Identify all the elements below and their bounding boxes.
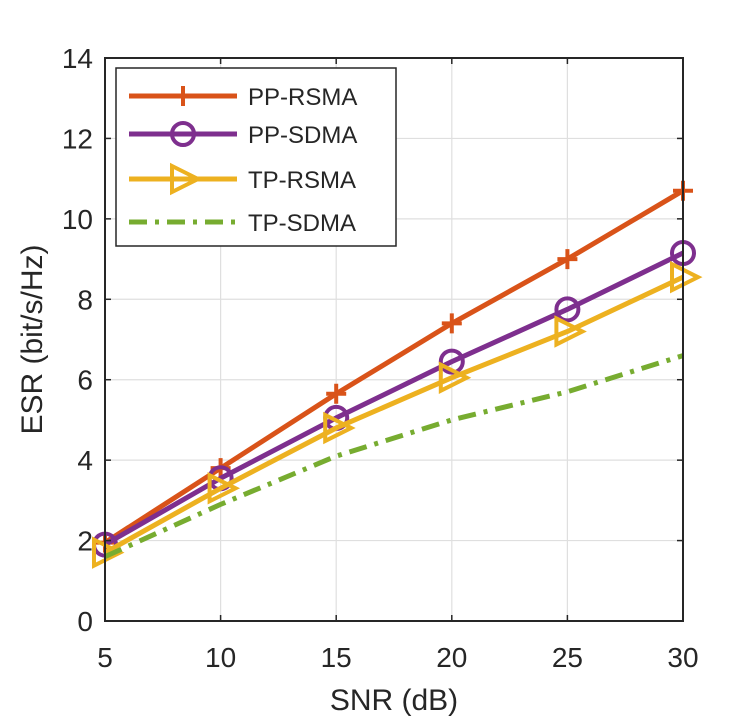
- data-point-pp-sdma: [554, 296, 581, 323]
- y-tick-label: 14: [62, 43, 93, 74]
- x-axis-label: SNR (dB): [330, 684, 458, 717]
- data-point-tp-rsma: [323, 411, 356, 445]
- ticks: 5 10 15 20 25 30 0 2 4 6 8 10 12 14: [62, 43, 699, 673]
- data-point-pp-sdma: [438, 348, 465, 375]
- x-tick-label: 10: [205, 642, 236, 673]
- legend-label-pp-sdma: PP-SDMA: [248, 122, 357, 149]
- series-tp-sdma: [103, 353, 684, 559]
- series-line-tp-rsma: [103, 274, 685, 555]
- legend-marker-pp-rsma: [173, 86, 193, 106]
- series-line-pp-rsma: [103, 188, 685, 545]
- y-tick-label: 6: [77, 365, 93, 396]
- legend-marker-tp-rsma: [170, 162, 203, 196]
- series-line-pp-sdma: [103, 250, 685, 547]
- y-tick-label: 0: [77, 606, 93, 637]
- data-point-pp-rsma: [557, 249, 578, 270]
- data-point-tp-rsma: [554, 315, 587, 348]
- data-point-pp-rsma: [326, 383, 347, 404]
- data-point-tp-rsma: [207, 472, 241, 505]
- y-tick-label: 8: [77, 284, 93, 315]
- plot-frame: [104, 57, 684, 622]
- legend-label-pp-rsma: PP-RSMA: [248, 84, 357, 111]
- x-tick-label: 25: [552, 642, 583, 673]
- legend: PP-RSMA PP-SDMA TP-RSMA TP-SDMA: [115, 67, 397, 247]
- x-tick-label: 5: [97, 642, 113, 673]
- x-tick-label: 15: [321, 642, 352, 673]
- legend-marker-pp-sdma: [170, 121, 196, 147]
- data-point-tp-rsma: [92, 536, 125, 569]
- x-tick-label: 20: [436, 642, 467, 673]
- y-tick-label: 4: [77, 445, 93, 476]
- data-point-pp-rsma: [441, 313, 462, 334]
- x-tick-label: 30: [667, 642, 698, 673]
- legend-label-tp-rsma: TP-RSMA: [248, 167, 356, 194]
- legend-label-tp-sdma: TP-SDMA: [248, 210, 356, 237]
- y-tick-label: 10: [62, 204, 93, 235]
- data-point-tp-rsma: [438, 361, 472, 394]
- series-line-tp-sdma: [103, 353, 684, 559]
- data-point-tp-rsma: [670, 260, 703, 294]
- y-tick-label: 12: [62, 123, 93, 154]
- series-tp-rsma: [92, 260, 703, 569]
- y-tick-label: 2: [77, 526, 93, 557]
- y-axis-label: ESR (bit/s/Hz): [16, 244, 49, 434]
